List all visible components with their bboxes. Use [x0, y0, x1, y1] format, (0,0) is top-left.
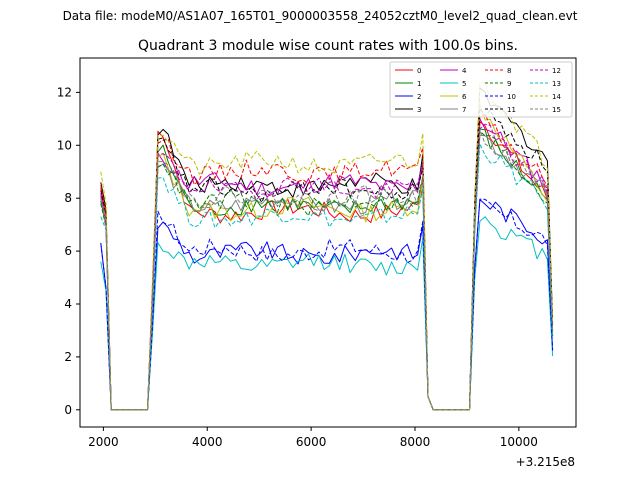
suptitle: Data file: modeM0/AS1A07_165T01_90000035… [63, 9, 578, 23]
series-line-12 [100, 123, 554, 411]
y-tick-label: 2 [64, 350, 72, 364]
series-line-10 [100, 198, 554, 411]
y-tick-label: 4 [64, 297, 72, 311]
legend-label-10: 10 [507, 93, 516, 101]
series-line-13 [100, 143, 554, 411]
y-tick-label: 8 [64, 191, 72, 205]
series-line-5 [100, 216, 554, 411]
legend-label-9: 9 [507, 80, 511, 88]
legend-label-12: 12 [552, 67, 561, 75]
legend-label-3: 3 [417, 106, 421, 114]
x-axis: 2000 4000 6000 8000 10000 [88, 427, 538, 449]
plot-lines [100, 81, 554, 411]
series-line-7 [100, 134, 554, 411]
x-tick-label: 6000 [296, 435, 327, 449]
legend-label-11: 11 [507, 106, 516, 114]
legend-label-0: 0 [417, 67, 421, 75]
legend-label-1: 1 [417, 80, 421, 88]
legend-label-8: 8 [507, 67, 511, 75]
x-tick-label: 8000 [400, 435, 431, 449]
legend-label-4: 4 [462, 67, 467, 75]
legend-label-5: 5 [462, 80, 466, 88]
y-tick-label: 12 [57, 85, 72, 99]
legend-label-14: 14 [552, 93, 561, 101]
x-offset-label: +3.215e8 [516, 455, 575, 469]
legend-box [389, 61, 573, 118]
x-tick-label: 10000 [500, 435, 538, 449]
series-line-9 [100, 130, 554, 411]
chart-title: Quadrant 3 module wise count rates with … [138, 38, 518, 54]
x-tick-label: 2000 [88, 435, 119, 449]
y-tick-label: 10 [57, 138, 72, 152]
x-tick-label: 4000 [192, 435, 223, 449]
series-line-11 [100, 107, 554, 411]
series-line-4 [100, 118, 554, 411]
legend-label-7: 7 [462, 106, 466, 114]
y-tick-label: 0 [64, 403, 72, 417]
legend-label-6: 6 [462, 93, 467, 101]
plot-frame [79, 57, 577, 428]
legend-label-2: 2 [417, 93, 421, 101]
series-line-15 [100, 128, 554, 411]
y-axis: 0 2 4 6 8 10 12 [57, 85, 80, 417]
legend-label-15: 15 [552, 106, 561, 114]
legend-label-13: 13 [552, 80, 561, 88]
series-line-8 [100, 114, 554, 411]
y-tick-label: 6 [64, 244, 72, 258]
